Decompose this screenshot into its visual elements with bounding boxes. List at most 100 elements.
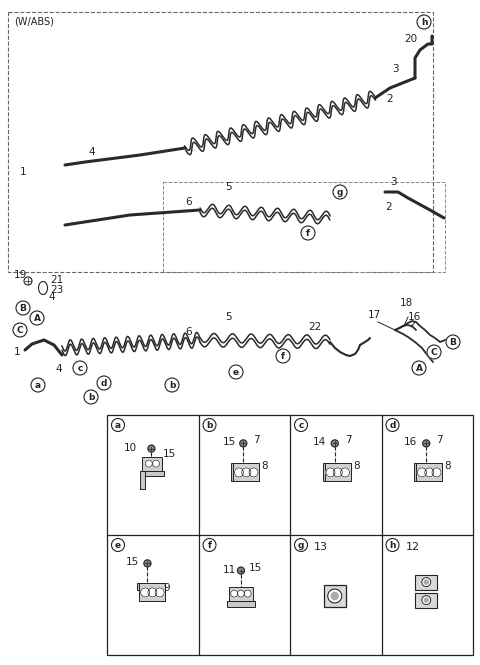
Text: a: a — [35, 380, 41, 390]
Text: h: h — [421, 17, 427, 27]
Text: b: b — [169, 380, 175, 390]
Text: f: f — [306, 229, 310, 237]
Text: 16: 16 — [404, 438, 418, 448]
Text: 7: 7 — [436, 436, 443, 446]
Text: B: B — [20, 303, 26, 313]
Text: 17: 17 — [368, 310, 381, 320]
Circle shape — [145, 460, 152, 467]
Text: 9: 9 — [163, 583, 170, 593]
Text: g: g — [337, 188, 343, 196]
Text: 7: 7 — [345, 436, 351, 446]
Circle shape — [249, 468, 258, 477]
Bar — [416, 464, 442, 481]
Text: 11: 11 — [223, 565, 236, 575]
Text: 19: 19 — [14, 270, 27, 280]
Circle shape — [84, 390, 98, 404]
Circle shape — [24, 277, 32, 285]
Text: g: g — [298, 541, 304, 549]
Circle shape — [238, 590, 244, 597]
Text: 15: 15 — [249, 563, 262, 573]
Text: 7: 7 — [253, 436, 260, 446]
Ellipse shape — [38, 281, 48, 295]
Text: f: f — [281, 352, 285, 360]
Circle shape — [229, 365, 243, 379]
Text: 8: 8 — [444, 462, 451, 471]
Circle shape — [412, 361, 426, 375]
Circle shape — [340, 468, 349, 477]
Text: 15: 15 — [162, 449, 176, 459]
Text: d: d — [101, 378, 107, 388]
Text: 22: 22 — [308, 322, 321, 332]
Bar — [143, 457, 162, 471]
Text: B: B — [450, 338, 456, 346]
Circle shape — [235, 468, 243, 477]
Text: (W/ABS): (W/ABS) — [14, 16, 54, 26]
Circle shape — [417, 15, 431, 29]
Text: 6: 6 — [185, 197, 192, 207]
Text: A: A — [34, 313, 40, 323]
Circle shape — [203, 539, 216, 551]
Circle shape — [144, 560, 151, 567]
Circle shape — [386, 539, 399, 551]
Circle shape — [424, 580, 428, 584]
Circle shape — [331, 440, 338, 447]
Text: 1: 1 — [20, 167, 26, 177]
Circle shape — [203, 418, 216, 432]
Text: 13: 13 — [314, 542, 328, 552]
Text: 3: 3 — [390, 177, 396, 187]
Text: 16: 16 — [408, 312, 421, 322]
Text: 8: 8 — [353, 462, 360, 471]
Bar — [229, 587, 253, 600]
Text: 3: 3 — [392, 64, 398, 74]
Circle shape — [238, 567, 244, 574]
Text: 8: 8 — [261, 462, 268, 471]
Bar — [415, 593, 437, 608]
Text: a: a — [115, 420, 121, 430]
Text: 20: 20 — [404, 34, 417, 44]
Text: c: c — [298, 420, 304, 430]
Text: C: C — [17, 325, 24, 334]
Text: f: f — [207, 541, 212, 549]
Text: 4: 4 — [55, 364, 61, 374]
Text: 1: 1 — [14, 347, 21, 357]
Circle shape — [276, 349, 290, 363]
Bar — [139, 583, 166, 601]
Bar — [227, 600, 255, 606]
Circle shape — [331, 593, 338, 600]
Circle shape — [153, 460, 159, 467]
Text: 21: 21 — [50, 275, 63, 285]
Circle shape — [148, 445, 155, 452]
Bar — [324, 585, 346, 607]
Circle shape — [111, 539, 124, 551]
Text: 2: 2 — [386, 94, 393, 104]
Text: 4: 4 — [88, 147, 95, 157]
Circle shape — [333, 468, 342, 477]
Polygon shape — [231, 464, 259, 481]
Circle shape — [141, 588, 150, 597]
Circle shape — [16, 301, 30, 315]
Circle shape — [242, 468, 251, 477]
Text: 6: 6 — [185, 327, 192, 337]
Circle shape — [432, 468, 441, 477]
Text: 2: 2 — [385, 202, 392, 212]
Text: 18: 18 — [400, 298, 413, 308]
Text: 23: 23 — [50, 285, 63, 295]
Circle shape — [295, 418, 308, 432]
Circle shape — [326, 468, 335, 477]
Text: 5: 5 — [225, 182, 232, 192]
Circle shape — [73, 361, 87, 375]
Circle shape — [148, 588, 157, 597]
Circle shape — [301, 226, 315, 240]
Circle shape — [386, 418, 399, 432]
Text: d: d — [389, 420, 396, 430]
Polygon shape — [414, 464, 442, 481]
Polygon shape — [137, 583, 166, 601]
Circle shape — [424, 598, 428, 602]
Circle shape — [31, 378, 45, 392]
Circle shape — [111, 418, 124, 432]
Circle shape — [165, 378, 179, 392]
Circle shape — [231, 590, 238, 597]
Circle shape — [30, 311, 44, 325]
Circle shape — [446, 335, 460, 349]
Circle shape — [328, 589, 342, 603]
